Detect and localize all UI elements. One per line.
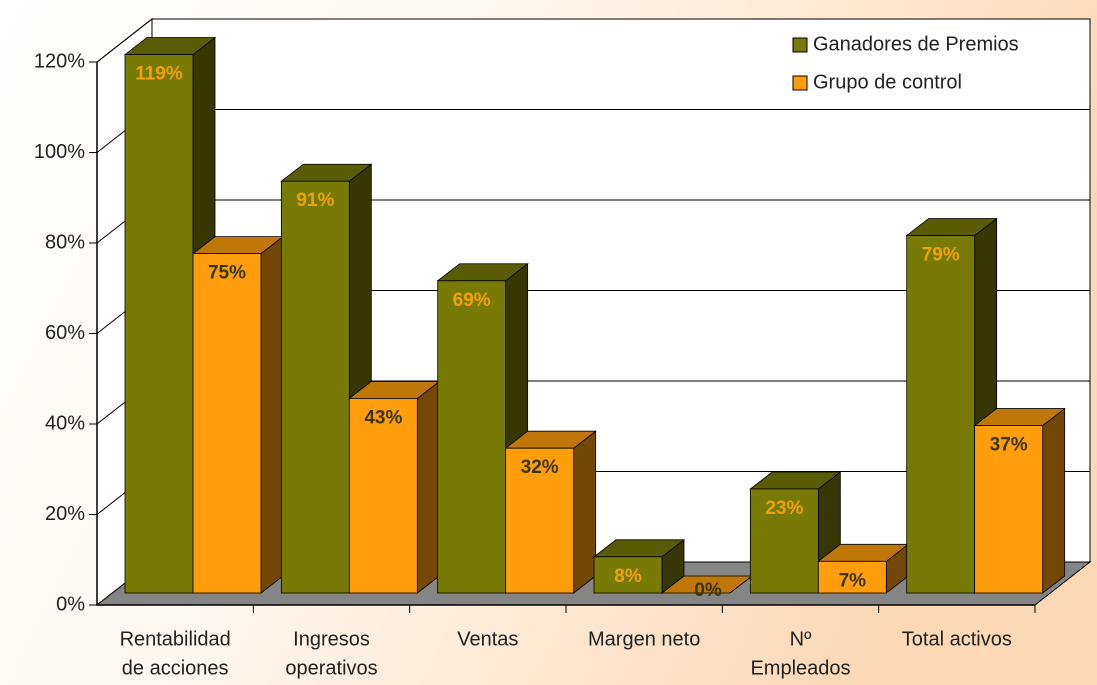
x-tick-label: operativos <box>285 657 377 679</box>
bar <box>817 560 887 594</box>
legend-label: Grupo de control <box>813 71 962 93</box>
x-tick-label: Nº <box>790 628 812 650</box>
value-label: 0% <box>694 580 722 601</box>
value-label: 32% <box>521 457 559 478</box>
bar-side <box>573 430 597 594</box>
legend-swatch <box>792 75 808 91</box>
value-label: 23% <box>765 498 803 519</box>
bar <box>192 253 262 594</box>
x-tick-label: Ventas <box>457 628 518 650</box>
x-tick-label: Empleados <box>750 657 850 679</box>
legend-label: Ganadores de Premios <box>813 33 1019 55</box>
y-tick-label: 40% <box>45 412 85 434</box>
value-label: 37% <box>990 435 1028 456</box>
x-tick-label: Margen neto <box>588 628 700 650</box>
bar-side <box>416 380 440 594</box>
bar <box>437 280 507 594</box>
bar <box>749 488 819 594</box>
bar-side <box>1042 407 1066 594</box>
bar <box>124 54 194 594</box>
bar <box>348 398 418 594</box>
y-tick-label: 100% <box>34 141 85 163</box>
value-label: 119% <box>135 64 183 85</box>
x-tick-label: de acciones <box>122 657 229 679</box>
bar <box>974 425 1044 594</box>
y-tick-label: 80% <box>45 231 85 253</box>
y-tick-label: 0% <box>56 593 85 615</box>
grid-line-side <box>96 18 153 63</box>
value-label: 79% <box>922 245 960 266</box>
y-tick-label: 20% <box>45 503 85 525</box>
x-tick-label: Rentabilidad <box>120 628 231 650</box>
bar <box>280 180 350 594</box>
value-label: 43% <box>364 407 402 428</box>
x-tick-label: Total activos <box>902 628 1012 650</box>
value-label: 8% <box>614 566 642 587</box>
bar <box>906 235 976 594</box>
value-label: 75% <box>208 263 246 284</box>
legend-swatch <box>792 37 808 53</box>
value-label: 69% <box>453 290 491 311</box>
y-tick-label: 120% <box>34 50 85 72</box>
bar <box>505 447 575 594</box>
bar <box>593 556 663 594</box>
bar-side <box>260 235 284 594</box>
x-tick-label: Ingresos <box>293 628 370 650</box>
value-label: 7% <box>839 570 867 591</box>
y-tick-label: 60% <box>45 322 85 344</box>
value-label: 91% <box>296 190 334 211</box>
